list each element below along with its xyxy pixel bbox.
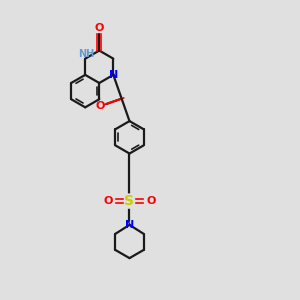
- Text: O: O: [147, 196, 156, 206]
- Text: N: N: [125, 220, 134, 230]
- Text: O: O: [103, 196, 112, 206]
- Text: NH: NH: [78, 49, 94, 59]
- Text: S: S: [124, 194, 134, 208]
- Text: N: N: [109, 70, 119, 80]
- Text: O: O: [96, 101, 105, 111]
- Text: O: O: [94, 23, 104, 33]
